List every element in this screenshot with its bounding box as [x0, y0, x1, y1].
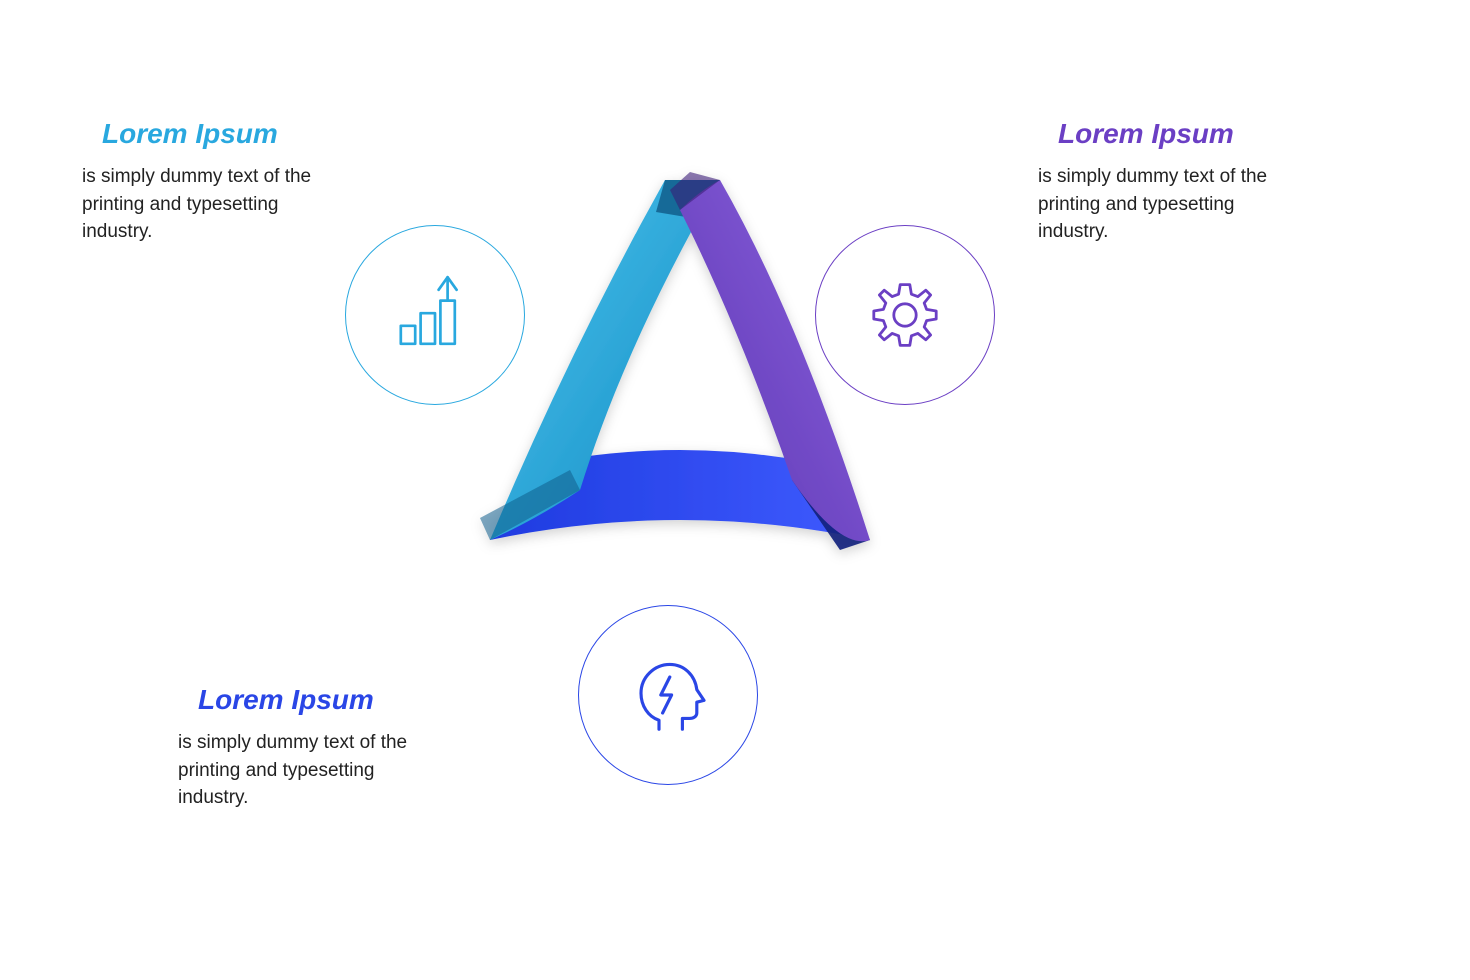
item-bottom-desc: is simply dummy text of the printing and…: [178, 729, 418, 812]
item-right-title: Lorem Ipsum: [1058, 118, 1234, 150]
bar-chart-up-icon: [390, 270, 480, 360]
head-bolt-icon: [623, 650, 713, 740]
item-right-circle: [815, 225, 995, 405]
infographic-stage: Lorem Ipsum is simply dummy text of the …: [0, 0, 1470, 980]
triangle-ribbon-icon: [420, 150, 940, 670]
item-bottom-circle: [578, 605, 758, 785]
item-left-title: Lorem Ipsum: [102, 118, 278, 150]
item-left-desc: is simply dummy text of the printing and…: [82, 163, 322, 246]
gear-icon: [865, 275, 945, 355]
item-bottom-title: Lorem Ipsum: [198, 684, 374, 716]
item-left-circle: [345, 225, 525, 405]
item-right-desc: is simply dummy text of the printing and…: [1038, 163, 1278, 246]
